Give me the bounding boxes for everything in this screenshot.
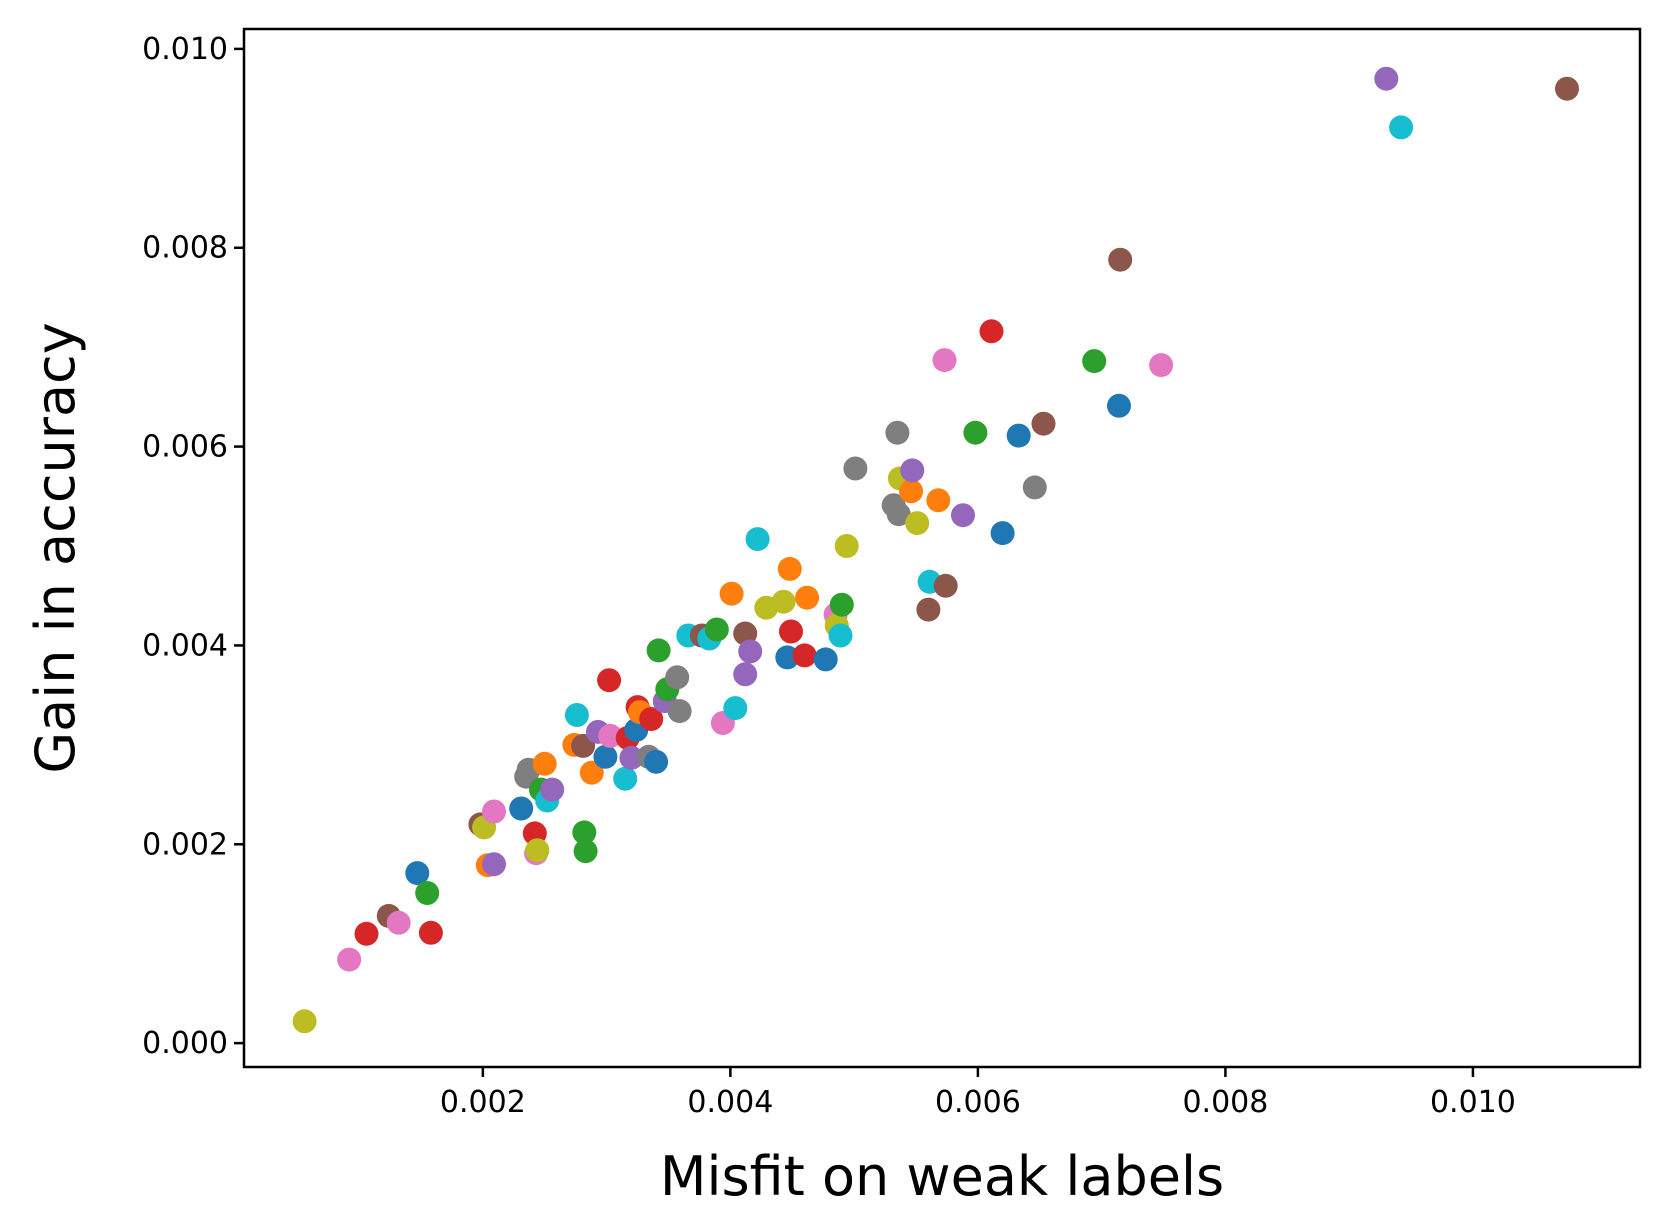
data-point: [292, 1009, 317, 1034]
data-point: [1022, 475, 1047, 500]
y-tick-label: 0.006: [142, 430, 228, 465]
data-point: [572, 820, 597, 845]
x-tick-label: 0.010: [1430, 1085, 1516, 1120]
x-axis: 0.002 0.004 0.006 0.008 0.010: [440, 1067, 1516, 1120]
data-point: [885, 420, 910, 445]
plot-area: [242, 27, 1642, 1069]
data-point: [777, 556, 802, 581]
data-point: [482, 852, 506, 877]
data-point: [704, 617, 729, 642]
data-point: [593, 744, 618, 769]
data-point: [792, 643, 817, 668]
data-point: [951, 503, 975, 528]
data-point: [738, 639, 763, 664]
data-point: [1389, 115, 1414, 140]
data-point: [532, 751, 557, 776]
data-point: [619, 745, 644, 770]
data-point: [779, 619, 803, 644]
data-point: [916, 597, 941, 622]
x-tick-label: 0.004: [687, 1085, 773, 1120]
data-point: [1108, 247, 1133, 272]
data-point: [813, 647, 838, 672]
data-point: [745, 527, 770, 552]
y-axis: 0.000 0.002 0.004 0.006 0.008 0.010: [142, 32, 244, 1061]
data-point: [337, 947, 362, 972]
data-point: [1149, 353, 1174, 378]
data-point: [613, 766, 638, 791]
data-point: [665, 665, 690, 690]
data-point: [564, 703, 589, 727]
data-point: [667, 699, 692, 724]
y-tick-label: 0.010: [142, 32, 228, 67]
data-point: [573, 839, 598, 864]
data-point: [405, 861, 430, 886]
data-point: [834, 534, 859, 558]
data-point: [639, 707, 664, 731]
data-points: [292, 66, 1579, 1034]
data-point: [482, 799, 506, 824]
data-point: [795, 585, 820, 610]
data-point: [386, 910, 411, 935]
x-axis-label: Misfit on weak labels: [660, 1145, 1224, 1208]
data-point: [598, 723, 623, 748]
data-point: [771, 589, 796, 614]
y-tick-label: 0.008: [142, 231, 228, 266]
data-point: [354, 921, 379, 946]
data-point: [415, 881, 440, 905]
data-point: [1031, 411, 1056, 436]
data-point: [900, 458, 925, 483]
data-point: [843, 456, 868, 481]
data-point: [540, 777, 565, 802]
data-point: [905, 511, 930, 536]
data-point: [933, 573, 958, 598]
data-point: [899, 479, 924, 504]
data-point: [1107, 393, 1131, 418]
data-point: [719, 581, 744, 606]
data-point: [723, 696, 748, 721]
data-point: [979, 319, 1004, 344]
data-point: [509, 796, 534, 821]
y-tick-label: 0.000: [142, 1026, 228, 1061]
data-point: [1555, 76, 1579, 101]
y-tick-label: 0.002: [142, 827, 228, 862]
data-point: [1082, 349, 1107, 374]
data-point: [646, 638, 671, 663]
data-point: [829, 592, 854, 617]
x-tick-label: 0.006: [935, 1085, 1021, 1120]
data-point: [1006, 423, 1031, 448]
data-point: [1374, 66, 1399, 91]
data-point: [963, 420, 988, 445]
data-point: [644, 749, 669, 774]
y-axis-label: Gain in accuracy: [24, 322, 87, 773]
data-point: [597, 668, 622, 693]
data-point: [579, 760, 604, 785]
data-point: [886, 502, 911, 527]
data-point: [418, 920, 443, 945]
data-point: [932, 348, 957, 373]
x-tick-label: 0.008: [1182, 1085, 1268, 1120]
data-point: [990, 521, 1015, 546]
data-point: [733, 662, 758, 687]
data-point: [828, 623, 853, 648]
data-point: [525, 838, 550, 863]
data-point: [926, 488, 951, 513]
x-tick-label: 0.002: [440, 1085, 526, 1120]
y-tick-label: 0.004: [142, 628, 228, 663]
